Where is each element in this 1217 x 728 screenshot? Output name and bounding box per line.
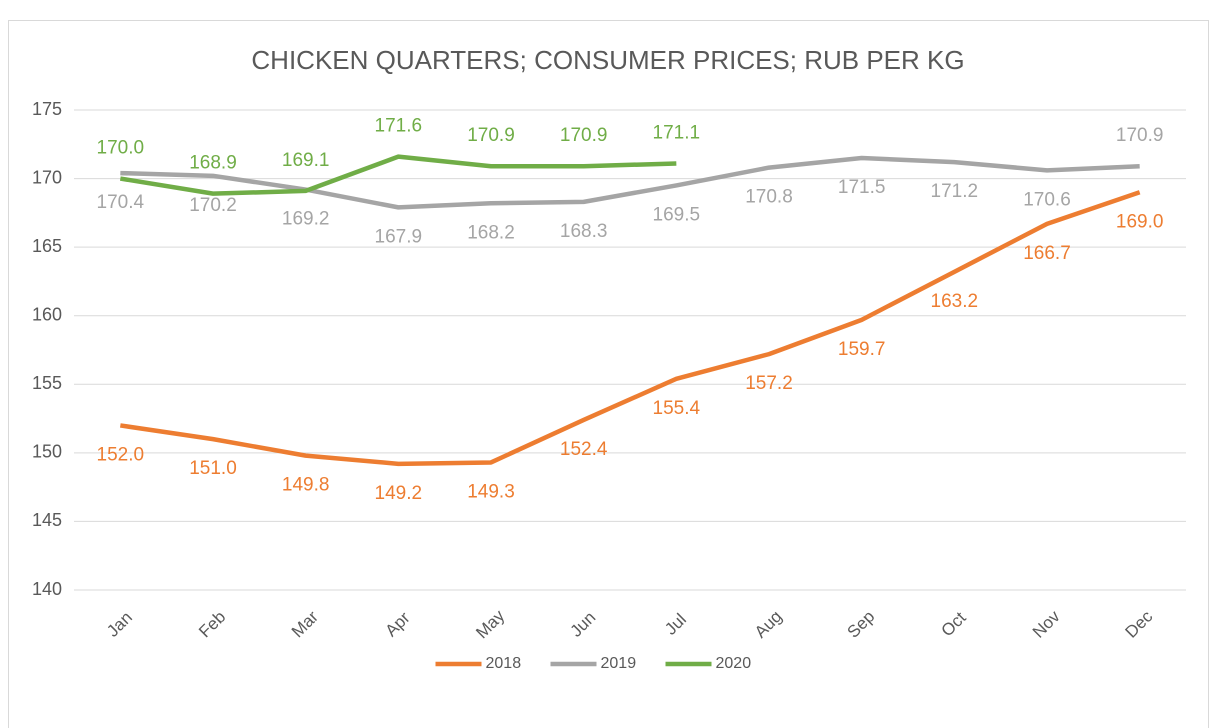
legend-label: 2020 <box>716 655 752 672</box>
data-label: 149.2 <box>375 483 423 504</box>
data-label: 170.4 <box>97 192 145 213</box>
data-label: 171.2 <box>931 181 979 202</box>
chart-frame <box>8 20 1209 728</box>
data-label: 169.0 <box>1116 211 1164 232</box>
data-label: 168.9 <box>189 153 237 174</box>
y-tick-label: 175 <box>32 99 62 119</box>
data-label: 169.5 <box>653 204 701 225</box>
y-tick-label: 170 <box>32 167 62 187</box>
y-tick-label: 150 <box>32 442 62 462</box>
data-label: 157.2 <box>745 373 793 394</box>
data-label: 149.8 <box>282 475 330 496</box>
data-label: 167.9 <box>375 226 423 247</box>
data-label: 159.7 <box>838 339 886 360</box>
y-tick-label: 160 <box>32 304 62 324</box>
legend-label: 2019 <box>601 655 637 672</box>
data-label: 168.3 <box>560 221 608 242</box>
chart-title: CHICKEN QUARTERS; CONSUMER PRICES; RUB P… <box>251 45 964 75</box>
data-label: 166.7 <box>1023 243 1071 264</box>
data-label: 171.1 <box>653 123 701 144</box>
data-label: 170.6 <box>1023 189 1071 210</box>
data-label: 171.6 <box>375 116 423 137</box>
y-tick-label: 145 <box>32 510 62 530</box>
data-label: 170.9 <box>467 125 515 146</box>
y-tick-label: 165 <box>32 236 62 256</box>
y-tick-label: 140 <box>32 579 62 599</box>
data-label: 168.2 <box>467 222 515 243</box>
data-label: 152.4 <box>560 439 608 460</box>
data-label: 152.0 <box>97 444 145 465</box>
data-label: 151.0 <box>189 458 237 479</box>
data-label: 170.9 <box>560 125 608 146</box>
line-series <box>120 155 1140 210</box>
line-series <box>120 190 1141 467</box>
data-label: 171.5 <box>838 177 886 198</box>
data-label: 170.2 <box>189 195 237 216</box>
data-label: 169.1 <box>282 150 330 171</box>
data-label: 169.2 <box>282 209 330 230</box>
data-label: 170.8 <box>745 187 793 208</box>
data-label: 155.4 <box>653 398 701 419</box>
line-series <box>119 154 677 196</box>
data-label: 163.2 <box>931 291 979 312</box>
y-tick-label: 155 <box>32 373 62 393</box>
data-label: 149.3 <box>467 481 515 502</box>
data-label: 170.0 <box>97 138 145 159</box>
data-label: 170.9 <box>1116 125 1164 146</box>
legend-label: 2018 <box>486 655 522 672</box>
